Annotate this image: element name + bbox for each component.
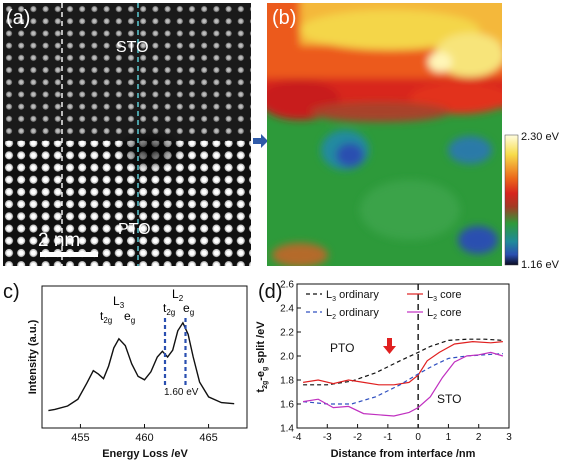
splitting-map <box>267 3 502 266</box>
interface-dark-region <box>116 128 184 172</box>
plot-d-series <box>303 338 504 417</box>
legend-item-label: L3 core <box>427 289 462 303</box>
l3-edge-label: L3 <box>113 294 125 310</box>
plot-d-ytick-label: 2.6 <box>280 280 294 291</box>
plot-c-xtick-label: 465 <box>199 432 217 444</box>
colorbar-min-label: 1.16 eV <box>521 259 560 271</box>
plot-c-ylabel: Intensity (a.u.) <box>27 319 39 394</box>
plot-d-ytick-label: 2.2 <box>280 328 294 339</box>
sto-region-label: STO <box>116 39 149 56</box>
legend-item-label: L2 ordinary <box>326 307 379 321</box>
panel-a-label: (a) <box>6 7 30 29</box>
l3-eg-label: eg <box>124 309 135 325</box>
pto-plot-label: PTO <box>330 341 354 355</box>
scale-bar <box>40 252 98 257</box>
plot-d-ytick-label: 2.0 <box>280 352 294 363</box>
l3-t2g-label: t2g <box>100 309 112 325</box>
plot-d-xtick-label: -1 <box>383 432 392 443</box>
plot-d-ytick-label: 1.4 <box>280 424 294 435</box>
plot-c-xticks: 455 460 465 <box>71 424 218 444</box>
panel-d-label: (d) <box>258 281 282 303</box>
plot-c-frame <box>41 285 248 429</box>
plot-d-frame <box>296 283 510 429</box>
plot-d-xtick-label: 2 <box>476 432 482 443</box>
sto-plot-label: STO <box>437 392 461 406</box>
plot-d-ylabel: t2g-eg split /eV <box>255 321 269 393</box>
plot-d-xtick-label: 0 <box>415 432 421 443</box>
pto-region-label: PTO <box>118 221 151 238</box>
plot-c-xtick-label: 455 <box>71 432 89 444</box>
colorbar-max-label: 2.30 eV <box>521 131 560 143</box>
plot-c-xtick-label: 460 <box>135 432 153 444</box>
plot-d-ticks: -4 -3 -2 -1 0 1 2 3 1.4 1.6 1.8 2.0 2.2 2.4 2.6 <box>280 280 512 444</box>
plot-c-xlabel: Energy Loss /eV <box>102 448 188 460</box>
series-l2-core <box>303 351 504 417</box>
red-down-arrow <box>383 338 396 354</box>
interface-arrow <box>253 134 268 148</box>
panel-c-label: c) <box>3 281 20 303</box>
panel-b: (b) 2.30 eV 1.16 eV <box>267 3 560 271</box>
panel-b-label: (b) <box>272 7 296 29</box>
series-l2-ordinary <box>303 353 503 405</box>
plot-d-xtick-label: -2 <box>353 432 362 443</box>
colorbar <box>504 134 519 266</box>
plot-d-ytick-label: 1.6 <box>280 400 294 411</box>
scale-bar-label: 2 nm <box>38 230 80 251</box>
plot-d-xtick-label: 3 <box>506 432 512 443</box>
plot-d-legend: L3 ordinary L3 core L2 ordinary L2 core <box>306 289 462 321</box>
plot-d-xtick-label: -4 <box>293 432 302 443</box>
panel-c: c) 455 460 465 L3 t2g eg L2 t2g eg 1.60 eV… <box>3 281 248 460</box>
legend-item-label: L2 core <box>427 307 462 321</box>
plot-d-xtick-label: 1 <box>446 432 452 443</box>
plot-d-ytick-label: 1.8 <box>280 376 294 387</box>
l2-t2g-label: t2g <box>163 301 175 317</box>
plot-d-xlabel: Distance from interface /nm <box>331 448 476 460</box>
l2-edge-label: L2 <box>172 287 184 303</box>
series-l3-ordinary <box>303 338 503 386</box>
plot-d-xtick-label: -3 <box>323 432 332 443</box>
panel-d: (d) -4 -3 -2 -1 0 1 2 3 1.4 1.6 1.8 2.0 2.2 2.4 2.6 L3… <box>255 280 512 461</box>
split-value-label: 1.60 eV <box>164 387 199 398</box>
legend-item-label: L3 ordinary <box>326 289 379 303</box>
spectrum-curve <box>48 321 235 412</box>
series-l3-core <box>303 340 503 386</box>
haadf-image-sto <box>3 3 251 141</box>
l2-eg-label: eg <box>183 301 194 317</box>
plot-d-ytick-label: 2.4 <box>280 304 294 315</box>
panel-a: (a) STO PTO 2 nm <box>3 3 251 266</box>
